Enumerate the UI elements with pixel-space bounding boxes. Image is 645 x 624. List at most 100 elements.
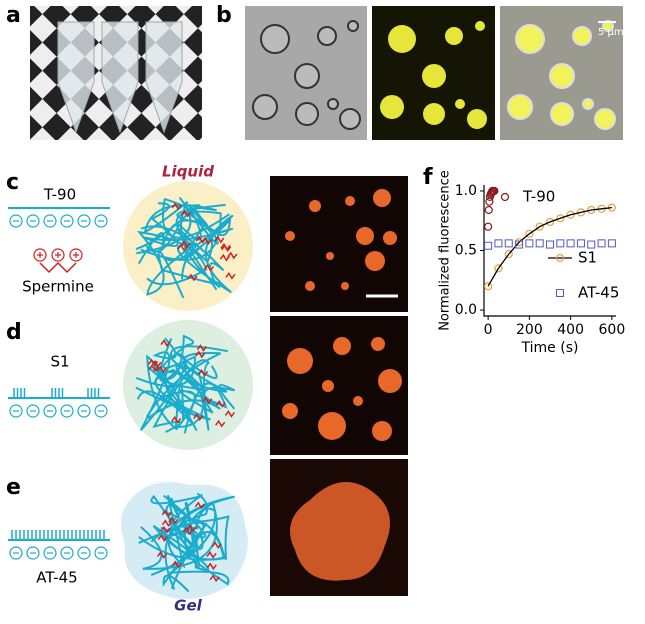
droplet bbox=[327, 98, 339, 110]
data-point bbox=[525, 239, 534, 248]
charge bbox=[60, 214, 74, 228]
plus bbox=[55, 252, 61, 258]
droplet bbox=[423, 103, 445, 125]
droplet bbox=[339, 108, 361, 130]
polymer-label: AT-45 bbox=[36, 569, 77, 587]
spermine bbox=[206, 562, 217, 571]
spermine bbox=[214, 235, 225, 244]
panel-label: b bbox=[216, 3, 232, 28]
spermine bbox=[187, 273, 198, 282]
droplet bbox=[305, 281, 315, 291]
droplet bbox=[371, 337, 385, 351]
spermine bbox=[160, 339, 171, 347]
spermine bbox=[195, 350, 206, 359]
charge bbox=[77, 214, 91, 228]
charge bbox=[9, 214, 23, 228]
data-point bbox=[494, 264, 503, 273]
spermine bbox=[225, 271, 236, 280]
droplet bbox=[455, 99, 465, 109]
scale-label: 5 µm bbox=[598, 27, 624, 38]
polymer-label: T-90 bbox=[43, 186, 76, 204]
data-point bbox=[504, 249, 513, 259]
droplet bbox=[294, 63, 320, 89]
droplet bbox=[373, 189, 391, 207]
axes bbox=[483, 185, 616, 317]
charge bbox=[60, 404, 74, 418]
droplet bbox=[594, 108, 616, 130]
droplet bbox=[445, 27, 463, 45]
spermine bbox=[182, 527, 193, 535]
spermine bbox=[151, 359, 162, 368]
polymer bbox=[140, 197, 230, 264]
spermine bbox=[171, 560, 182, 569]
charge bbox=[26, 404, 40, 418]
frap-chart: 0.0 0.5 1.0 0 200 400 600 Time (s) Normalized fl… bbox=[438, 170, 626, 356]
legend-marker bbox=[556, 289, 564, 297]
droplet bbox=[380, 95, 404, 119]
panel-label: d bbox=[6, 320, 22, 345]
gel-aggregate bbox=[290, 482, 390, 581]
droplet bbox=[285, 231, 295, 241]
droplet bbox=[333, 337, 351, 355]
droplet bbox=[345, 196, 355, 206]
panel-label: f bbox=[423, 165, 433, 190]
plus bbox=[37, 252, 43, 258]
charge bbox=[43, 214, 57, 228]
data-point bbox=[566, 210, 575, 219]
droplet bbox=[550, 102, 574, 126]
droplet bbox=[295, 102, 319, 126]
schematic bbox=[8, 196, 238, 593]
charge bbox=[43, 546, 57, 560]
polymer bbox=[136, 230, 208, 296]
spermine bbox=[156, 365, 167, 374]
polymer bbox=[136, 196, 226, 255]
y-axis-label: Normalized fluorescence bbox=[438, 170, 453, 331]
data-point bbox=[546, 240, 554, 249]
data-point bbox=[587, 240, 596, 249]
charge bbox=[33, 248, 47, 262]
droplets bbox=[252, 20, 616, 130]
droplet bbox=[317, 26, 337, 46]
data-point bbox=[576, 208, 586, 217]
tubes bbox=[57, 21, 183, 134]
crosslinker-label: Spermine bbox=[22, 278, 94, 296]
polymer bbox=[150, 494, 208, 593]
droplet bbox=[372, 421, 392, 441]
spermine bbox=[193, 413, 204, 421]
spermine bbox=[148, 364, 159, 372]
spermine bbox=[202, 396, 213, 405]
spermine bbox=[161, 519, 172, 528]
charge bbox=[26, 546, 40, 560]
droplet bbox=[309, 200, 321, 212]
data-point bbox=[535, 222, 544, 231]
data-point bbox=[484, 205, 493, 215]
fit-line bbox=[487, 206, 612, 287]
state-label: Gel bbox=[174, 597, 202, 615]
polymer bbox=[137, 217, 232, 265]
x-tick-label: 0 bbox=[484, 322, 493, 338]
droplet bbox=[365, 251, 385, 271]
spermine bbox=[171, 416, 182, 424]
polymer bbox=[152, 359, 210, 434]
data-point bbox=[576, 239, 585, 248]
data-point bbox=[484, 282, 493, 291]
droplet bbox=[422, 64, 446, 88]
spermine bbox=[224, 410, 235, 418]
spermine bbox=[181, 209, 192, 218]
legend-marker bbox=[500, 192, 510, 202]
panel-label: a bbox=[6, 3, 21, 28]
charge bbox=[94, 214, 108, 228]
droplet bbox=[475, 21, 485, 31]
droplet bbox=[467, 109, 487, 129]
spermine bbox=[196, 344, 207, 352]
data-point bbox=[545, 217, 555, 227]
y-tick-label: 0.0 bbox=[455, 302, 477, 318]
spermine bbox=[186, 524, 197, 533]
state-label: Liquid bbox=[162, 163, 214, 181]
x-tick-label: 200 bbox=[516, 322, 543, 338]
spermine bbox=[171, 202, 182, 211]
data-point bbox=[525, 229, 534, 238]
droplet bbox=[356, 227, 374, 245]
spermine bbox=[211, 541, 222, 550]
polymer bbox=[140, 225, 225, 299]
